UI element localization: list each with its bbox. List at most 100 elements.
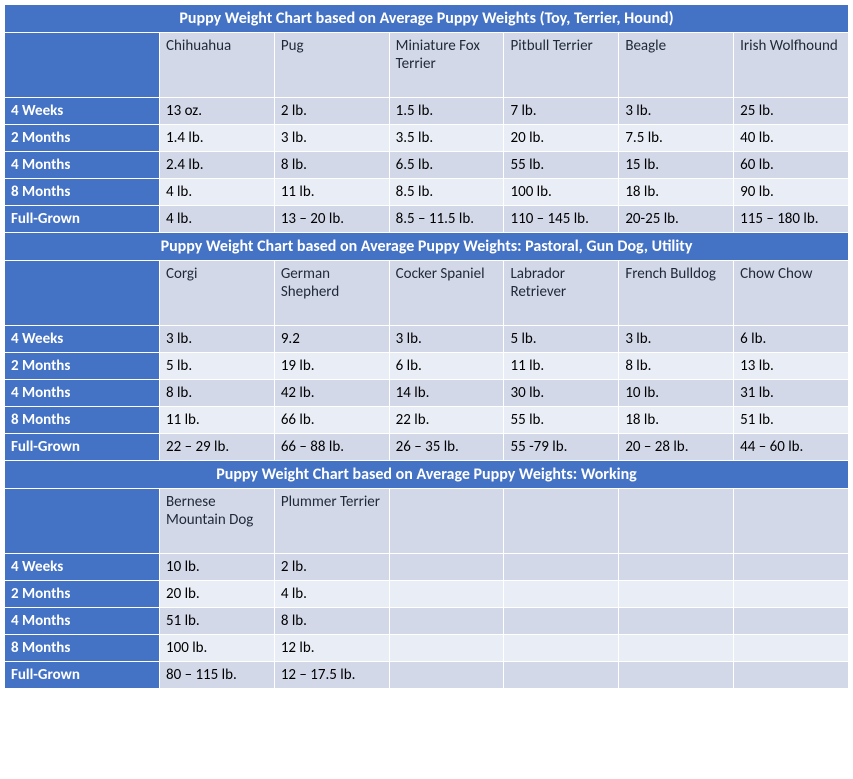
- row-label: Full-Grown: [5, 206, 160, 233]
- weight-cell: 15 lb.: [619, 152, 734, 179]
- weight-cell: 8.5 – 11.5 lb.: [389, 206, 504, 233]
- weight-cell: 5 lb.: [504, 326, 619, 353]
- weight-cell: 25 lb.: [734, 98, 849, 125]
- breed-header: Corgi: [160, 261, 275, 326]
- breed-header: Chihuahua: [160, 33, 275, 98]
- breed-header: Plummer Terrier: [274, 489, 389, 554]
- breed-header: French Bulldog: [619, 261, 734, 326]
- weight-cell: 7 lb.: [504, 98, 619, 125]
- weight-cell: 3 lb.: [619, 98, 734, 125]
- breed-header: Miniature Fox Terrier: [389, 33, 504, 98]
- breed-header: [389, 489, 504, 554]
- row-label: 8 Months: [5, 635, 160, 662]
- weight-cell: 110 – 145 lb.: [504, 206, 619, 233]
- weight-cell: 44 – 60 lb.: [734, 434, 849, 461]
- weight-cell: 8 lb.: [619, 353, 734, 380]
- weight-cell: [389, 608, 504, 635]
- weight-cell: 10 lb.: [160, 554, 275, 581]
- weight-cell: 8 lb.: [274, 608, 389, 635]
- weight-cell: 51 lb.: [160, 608, 275, 635]
- row-label: 2 Months: [5, 125, 160, 152]
- breed-header: Irish Wolfhound: [734, 33, 849, 98]
- weight-cell: [504, 554, 619, 581]
- weight-cell: 4 lb.: [160, 206, 275, 233]
- breed-header: Labrador Retriever: [504, 261, 619, 326]
- weight-cell: 13 – 20 lb.: [274, 206, 389, 233]
- weight-cell: 11 lb.: [274, 179, 389, 206]
- weight-cell: 8.5 lb.: [389, 179, 504, 206]
- breed-header: Pug: [274, 33, 389, 98]
- weight-cell: 10 lb.: [619, 380, 734, 407]
- weight-cell: 22 lb.: [389, 407, 504, 434]
- weight-cell: 100 lb.: [504, 179, 619, 206]
- weight-cell: 2 lb.: [274, 98, 389, 125]
- breed-header: Cocker Spaniel: [389, 261, 504, 326]
- weight-cell: 8 lb.: [274, 152, 389, 179]
- breed-header: Beagle: [619, 33, 734, 98]
- section-title: Puppy Weight Chart based on Average Pupp…: [5, 233, 849, 261]
- weight-cell: [389, 581, 504, 608]
- weight-cell: 42 lb.: [274, 380, 389, 407]
- weight-cell: 22 – 29 lb.: [160, 434, 275, 461]
- weight-cell: 3 lb.: [274, 125, 389, 152]
- weight-cell: 11 lb.: [160, 407, 275, 434]
- row-label-empty: [5, 33, 160, 98]
- weight-cell: 3 lb.: [160, 326, 275, 353]
- weight-cell: 13 lb.: [734, 353, 849, 380]
- weight-cell: [619, 608, 734, 635]
- weight-cell: 20-25 lb.: [619, 206, 734, 233]
- weight-cell: 55 lb.: [504, 152, 619, 179]
- weight-cell: 30 lb.: [504, 380, 619, 407]
- weight-cell: 14 lb.: [389, 380, 504, 407]
- weight-cell: 20 lb.: [160, 581, 275, 608]
- weight-cell: 80 – 115 lb.: [160, 662, 275, 689]
- weight-cell: 12 lb.: [274, 635, 389, 662]
- breed-header: Bernese Mountain Dog: [160, 489, 275, 554]
- weight-cell: 66 – 88 lb.: [274, 434, 389, 461]
- weight-cell: [734, 554, 849, 581]
- row-label: Full-Grown: [5, 662, 160, 689]
- row-label-empty: [5, 489, 160, 554]
- weight-cell: 2.4 lb.: [160, 152, 275, 179]
- weight-cell: 51 lb.: [734, 407, 849, 434]
- weight-cell: 55 -79 lb.: [504, 434, 619, 461]
- weight-cell: 1.4 lb.: [160, 125, 275, 152]
- section-title: Puppy Weight Chart based on Average Pupp…: [5, 5, 849, 33]
- weight-cell: [619, 554, 734, 581]
- weight-cell: 1.5 lb.: [389, 98, 504, 125]
- breed-header: [504, 489, 619, 554]
- weight-cell: 3 lb.: [389, 326, 504, 353]
- breed-header: Chow Chow: [734, 261, 849, 326]
- weight-cell: 18 lb.: [619, 179, 734, 206]
- row-label-empty: [5, 261, 160, 326]
- weight-cell: 20 – 28 lb.: [619, 434, 734, 461]
- weight-cell: 60 lb.: [734, 152, 849, 179]
- section-title: Puppy Weight Chart based on Average Pupp…: [5, 461, 849, 489]
- row-label: 4 Months: [5, 608, 160, 635]
- breed-header: [734, 489, 849, 554]
- row-label: 2 Months: [5, 581, 160, 608]
- weight-cell: 90 lb.: [734, 179, 849, 206]
- weight-cell: [504, 635, 619, 662]
- puppy-weight-table: Puppy Weight Chart based on Average Pupp…: [4, 4, 849, 689]
- row-label: Full-Grown: [5, 434, 160, 461]
- weight-cell: [619, 581, 734, 608]
- weight-cell: 7.5 lb.: [619, 125, 734, 152]
- weight-cell: 4 lb.: [274, 581, 389, 608]
- weight-cell: 26 – 35 lb.: [389, 434, 504, 461]
- breed-header: Pitbull Terrier: [504, 33, 619, 98]
- weight-cell: [504, 608, 619, 635]
- weight-cell: [504, 581, 619, 608]
- weight-cell: [389, 635, 504, 662]
- weight-cell: 3 lb.: [619, 326, 734, 353]
- weight-cell: 20 lb.: [504, 125, 619, 152]
- row-label: 4 Months: [5, 380, 160, 407]
- breed-header: German Shepherd: [274, 261, 389, 326]
- weight-cell: 13 oz.: [160, 98, 275, 125]
- weight-cell: [734, 662, 849, 689]
- weight-cell: [734, 581, 849, 608]
- breed-header: [619, 489, 734, 554]
- weight-cell: 66 lb.: [274, 407, 389, 434]
- weight-cell: 6.5 lb.: [389, 152, 504, 179]
- weight-cell: 2 lb.: [274, 554, 389, 581]
